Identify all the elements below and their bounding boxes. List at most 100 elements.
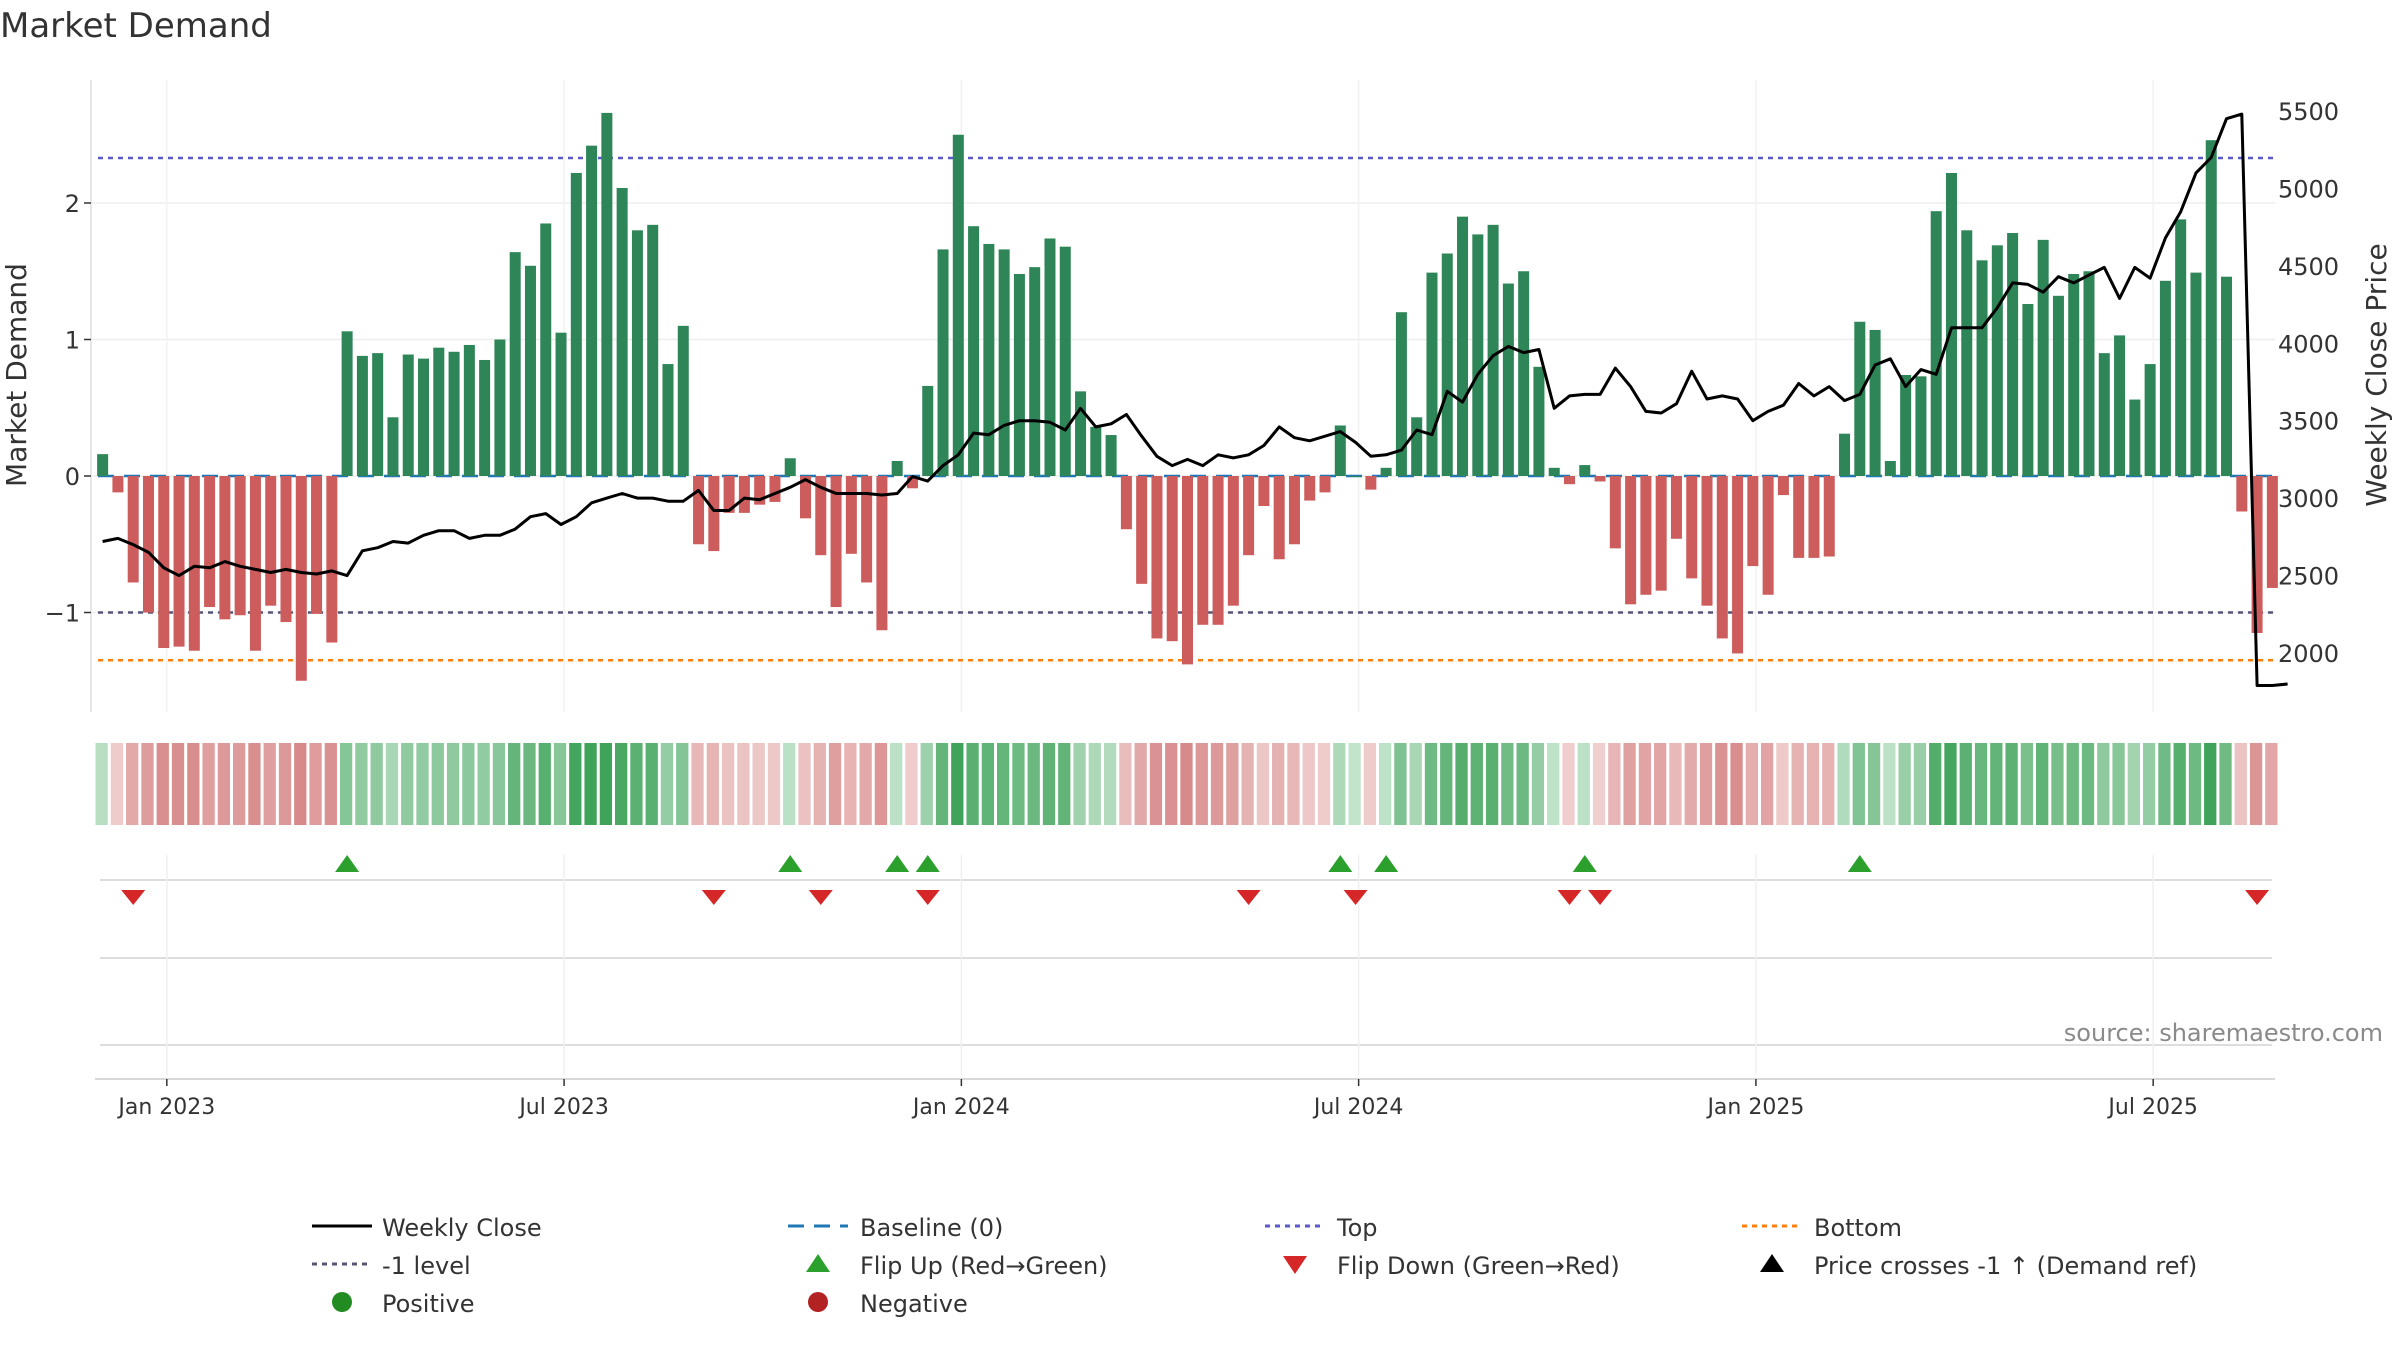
heat-cell-128 — [2051, 743, 2064, 825]
heat-cell-64 — [1073, 743, 1086, 825]
legend-flip-up-swatch — [806, 1254, 830, 1272]
demand-bar-64 — [1075, 391, 1087, 476]
heat-cell-108 — [1745, 743, 1758, 825]
demand-bar-62 — [1044, 238, 1056, 476]
heat-cell-91 — [1485, 743, 1499, 825]
heat-cell-65 — [1088, 743, 1101, 825]
right-tick-label-2: 4500 — [2278, 253, 2339, 281]
demand-bar-27 — [509, 252, 521, 476]
heat-cell-100 — [1623, 743, 1636, 825]
weekly-close-line — [102, 112, 2288, 687]
demand-bar-69 — [1151, 476, 1163, 639]
demand-bar-1 — [112, 476, 124, 493]
heat-cell-38 — [676, 743, 689, 825]
demand-bar-91 — [1487, 224, 1499, 476]
demand-bar-121 — [1945, 172, 1957, 476]
heat-cell-99 — [1608, 743, 1621, 825]
heat-cell-33 — [599, 743, 613, 825]
heat-cell-140 — [2234, 743, 2247, 825]
heat-cell-18 — [370, 743, 383, 825]
demand-bar-38 — [677, 325, 689, 476]
heat-cell-59 — [997, 743, 1010, 825]
flip-up-marker-7 — [1847, 855, 1872, 872]
x-tick-label-5: Jul 2025 — [2106, 1095, 2198, 1120]
demand-bar-93 — [1518, 271, 1530, 476]
demand-bar-98 — [1594, 476, 1606, 482]
demand-bar-138 — [2205, 140, 2217, 476]
flip-down-marker-2 — [808, 890, 833, 905]
heat-cell-107 — [1730, 743, 1743, 825]
left-axis-label: Market Demand — [0, 263, 33, 487]
heat-cell-109 — [1760, 743, 1774, 825]
x-tick-label-2: Jan 2024 — [911, 1095, 1010, 1120]
heat-cell-11 — [263, 743, 276, 825]
demand-bar-113 — [1823, 476, 1835, 557]
heat-cell-2 — [126, 743, 139, 825]
demand-bar-35 — [631, 230, 643, 476]
legend-bottom: Bottom — [1814, 1214, 1902, 1242]
left-y-ticks: 2 1 0 −1 — [45, 190, 91, 628]
demand-bar-119 — [1915, 376, 1927, 476]
legend-negative-swatch — [808, 1292, 828, 1312]
demand-bar-105 — [1701, 476, 1713, 606]
demand-bar-29 — [540, 223, 552, 476]
right-axis-label: Weekly Close Price — [2360, 243, 2393, 506]
demand-bar-16 — [341, 331, 353, 476]
heat-cell-12 — [278, 743, 292, 825]
heat-cell-25 — [477, 743, 490, 825]
flip-down-marker-1 — [701, 890, 726, 905]
heat-cell-35 — [630, 743, 643, 825]
heat-cell-132 — [2112, 743, 2125, 825]
heat-cell-117 — [1883, 743, 1896, 825]
heat-cell-52 — [890, 743, 903, 825]
heat-cell-121 — [1944, 743, 1957, 825]
heat-cell-102 — [1654, 743, 1667, 825]
heat-cell-127 — [2036, 743, 2049, 825]
flip-markers — [121, 855, 2270, 905]
demand-bar-15 — [326, 476, 338, 643]
x-tick-label-4: Jan 2025 — [1705, 1095, 1804, 1120]
flip-down-marker-3 — [915, 890, 940, 905]
demand-bar-36 — [647, 224, 659, 476]
heat-cell-134 — [2142, 743, 2156, 825]
demand-bar-12 — [280, 476, 292, 623]
heat-cell-138 — [2204, 743, 2217, 825]
heat-cell-70 — [1165, 743, 1178, 825]
heat-cell-20 — [401, 743, 414, 825]
heat-cell-53 — [905, 743, 918, 825]
heat-cell-47 — [813, 743, 826, 825]
heat-cell-10 — [248, 743, 261, 825]
demand-bar-89 — [1457, 216, 1469, 476]
demand-bar-136 — [2175, 219, 2187, 476]
flip-down-marker-6 — [1557, 890, 1582, 905]
demand-bar-86 — [1411, 417, 1423, 476]
demand-bar-45 — [784, 458, 796, 476]
heat-cell-14 — [309, 743, 322, 825]
demand-bars — [97, 112, 2278, 681]
heat-cell-79 — [1302, 743, 1315, 825]
heat-cell-113 — [1822, 743, 1835, 825]
demand-bar-127 — [2037, 239, 2049, 476]
demand-bar-97 — [1579, 465, 1591, 476]
source-label: source: sharemaestro.com — [2064, 1019, 2383, 1047]
right-tick-label-5: 3000 — [2278, 485, 2339, 513]
legend-positive: Positive — [382, 1290, 475, 1318]
demand-bar-116 — [1869, 329, 1881, 476]
demand-bar-71 — [1181, 476, 1194, 665]
heat-cell-60 — [1012, 743, 1025, 825]
heat-cell-126 — [2020, 743, 2034, 825]
demand-bar-106 — [1716, 476, 1728, 639]
demand-bar-73 — [1212, 476, 1224, 625]
heat-cell-41 — [721, 743, 735, 825]
heat-cell-37 — [660, 743, 674, 825]
demand-bar-70 — [1166, 476, 1178, 642]
x-tick-label-0: Jan 2023 — [116, 1095, 215, 1120]
demand-bar-68 — [1136, 476, 1148, 584]
demand-bar-0 — [97, 454, 109, 476]
heat-cell-8 — [217, 743, 231, 825]
heat-cell-115 — [1852, 743, 1865, 825]
demand-bar-142 — [2266, 476, 2278, 588]
heat-cell-7 — [202, 743, 215, 825]
demand-bar-133 — [2129, 399, 2141, 476]
heat-cell-74 — [1226, 743, 1239, 825]
